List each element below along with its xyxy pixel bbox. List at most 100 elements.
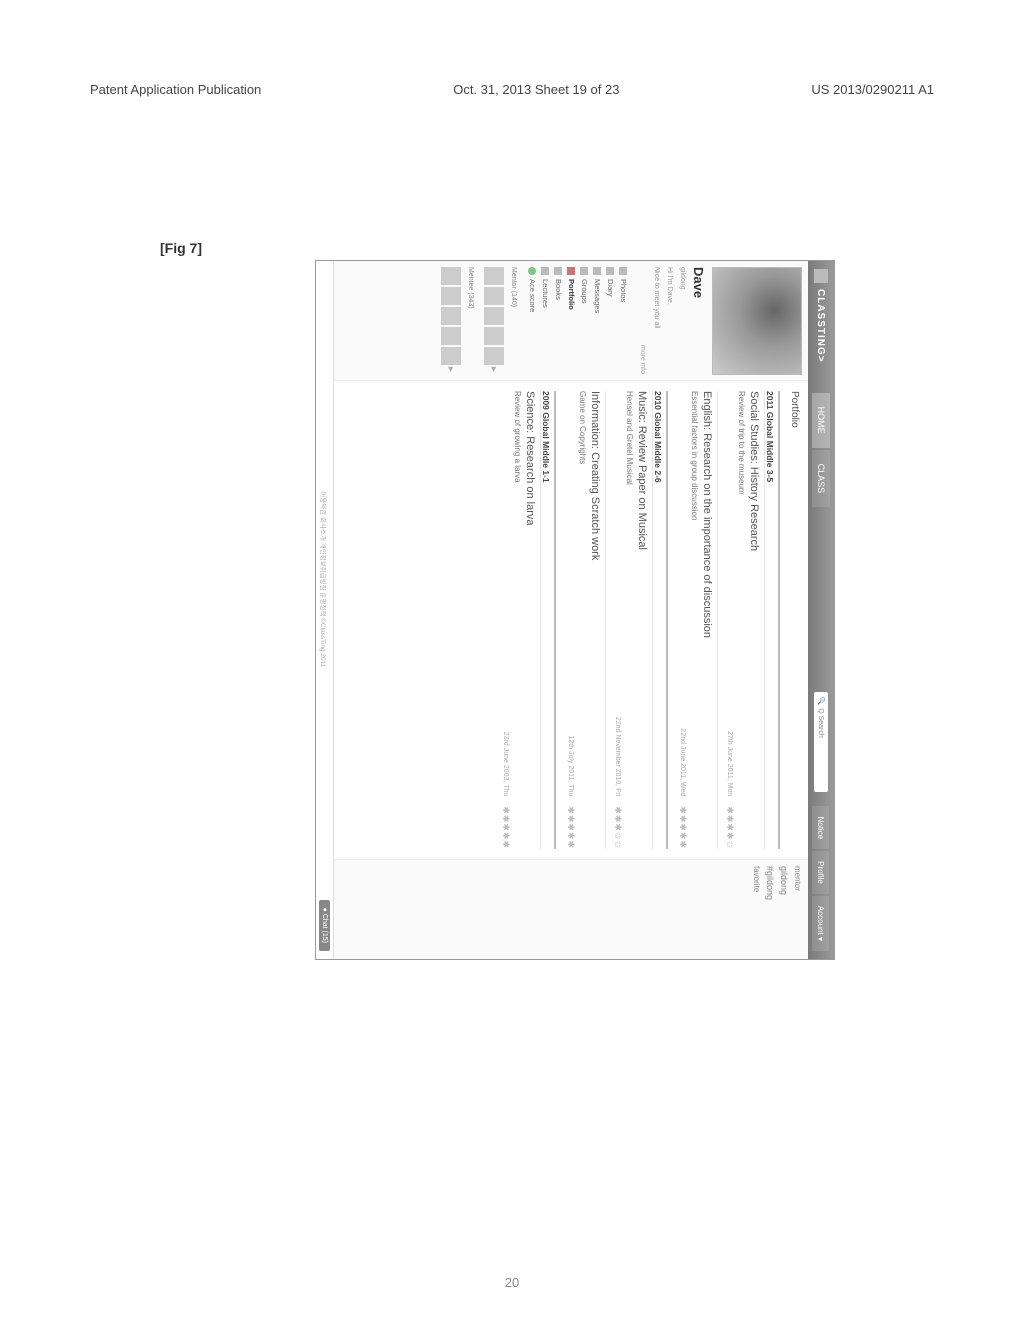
lectures-icon: [541, 267, 549, 275]
topbar: CLASSTING> HOME CLASS 🔍 Q Search Notice …: [808, 261, 834, 959]
grade-header: 2010 Global Middle 2-6: [653, 391, 668, 849]
mentee-thumb[interactable]: [441, 267, 461, 285]
tab-profile[interactable]: Profile: [813, 851, 830, 894]
portfolio-entry[interactable]: Social Studies: History ResearchReview o…: [718, 391, 765, 849]
search-icon: 🔍: [817, 696, 825, 705]
sidebar-item-books[interactable]: Books: [553, 267, 564, 374]
tab-home[interactable]: HOME: [812, 393, 830, 448]
tab-class[interactable]: CLASS: [812, 450, 830, 508]
tab-account[interactable]: Account ▾: [813, 896, 830, 951]
entry-subtitle: Game on Copyrights: [578, 391, 587, 849]
right-tabs: Notice Profile Account ▾: [813, 806, 830, 951]
photos-icon: [619, 267, 627, 275]
footer-links: 이용약관 회사소개 개인정보취급방침 운영정책 ©ClassTing 2011: [320, 491, 330, 667]
sidebar-item-messages[interactable]: Messages: [592, 267, 603, 374]
entry-subtitle: Review of growing a larva: [513, 391, 522, 849]
mentee-thumb[interactable]: [441, 287, 461, 305]
footer: 이용약관 회사소개 개인정보취급방침 운영정책 ©ClassTing 2011 …: [316, 261, 334, 959]
sidebar-item-portfolio[interactable]: Portfolio: [566, 267, 577, 374]
mentor-more[interactable]: ▸: [484, 367, 504, 374]
right-mentor[interactable]: mentor: [793, 866, 802, 953]
user-bio2: Nice to meet you all: [652, 267, 661, 374]
star-rating[interactable]: ✱✱✱✱✩: [724, 806, 735, 849]
grade-header: 2011 Global Middle 3-5: [765, 391, 780, 849]
mentee-thumb[interactable]: [441, 327, 461, 345]
entry-date: 12th July 2011, Thu: [567, 735, 574, 796]
mentor-thumb[interactable]: [484, 267, 504, 285]
figure-label: [Fig 7]: [160, 240, 202, 256]
sidebar-item-label: Books: [554, 279, 563, 300]
entry-meta: 12th July 2011, Thu ✱✱✱✱✱: [565, 391, 576, 849]
entry-title: English: Research on the importance of d…: [701, 391, 713, 849]
entry-title: Music: Review Paper on Musical: [636, 391, 648, 849]
section-title: Portfolio: [789, 391, 800, 849]
books-icon: [554, 267, 562, 275]
search-placeholder: Q Search: [818, 708, 825, 738]
entry-title: Social Studies: History Research: [748, 391, 760, 849]
nav-tabs: HOME CLASS: [812, 393, 830, 508]
entry-meta: 27th June 2011, Mon ✱✱✱✱✩: [724, 391, 735, 849]
entry-title: Information: Creating Scratch work: [589, 391, 601, 849]
portfolio-entry[interactable]: English: Research on the importance of d…: [671, 391, 718, 849]
pub-center: Oct. 31, 2013 Sheet 19 of 23: [453, 82, 619, 97]
entry-subtitle: Essential factors in group discussion: [690, 391, 699, 849]
sidebar-item-ace-score[interactable]: Ace score: [527, 267, 538, 374]
mentor-thumb[interactable]: [484, 287, 504, 305]
star-rating[interactable]: ✱✱✱✱✱: [500, 806, 511, 849]
tab-notice[interactable]: Notice: [813, 806, 830, 849]
sidebar-item-lectures[interactable]: Lectures: [540, 267, 551, 374]
diary-icon: [606, 267, 614, 275]
mentee-thumb[interactable]: [441, 307, 461, 325]
portfolio-icon: [567, 267, 575, 275]
mentee-thumb[interactable]: [441, 347, 461, 365]
sidebar-item-label: Photos: [619, 279, 628, 302]
logo-icon: [814, 269, 828, 283]
main-content: Portfolio 2011 Global Middle 3-5Social S…: [334, 381, 808, 859]
entry-date: 27th June 2011, Mon: [726, 731, 733, 796]
right-l1[interactable]: gildong: [779, 866, 789, 953]
entry-subtitle: Hensel and Gretel Musical: [625, 391, 634, 849]
sidebar-menu: Photos DiaryMessagesGroupsPortfolioBooksL…: [527, 267, 629, 374]
sidebar-item-photos[interactable]: Photos: [618, 267, 629, 374]
pub-left: Patent Application Publication: [90, 82, 261, 97]
entry-date: 23rd June 2003, Thu: [502, 732, 509, 796]
search-input[interactable]: 🔍 Q Search: [814, 692, 828, 792]
star-rating[interactable]: ✱✱✱✱✱: [565, 806, 576, 849]
mentee-label: Mentee (343): [467, 267, 474, 374]
pub-right: US 2013/0290211 A1: [811, 82, 934, 97]
entry-meta: 22nd June 2011, Wed✱✱✱✱✱: [677, 391, 688, 849]
star-rating[interactable]: ✱✱✱✱✱: [677, 806, 688, 849]
brand[interactable]: CLASSTING>: [816, 289, 827, 363]
mentor-thumbs: ▸: [484, 267, 504, 374]
right-sidebar: mentor gildong #gildong favorite: [334, 859, 808, 959]
mentee-thumbs: ▸: [441, 267, 461, 374]
sidebar-item-label: Diary: [606, 279, 615, 297]
right-favorite[interactable]: favorite: [752, 866, 761, 953]
mentor-thumb[interactable]: [484, 327, 504, 345]
right-l2[interactable]: #gildong: [765, 866, 775, 953]
portfolio-entry[interactable]: Science: Research on larvaReview of grow…: [494, 391, 541, 849]
page-number: 20: [0, 1275, 1024, 1290]
entry-subtitle: Review of trip to the museum: [737, 391, 746, 849]
entry-title: Science: Research on larva: [524, 391, 536, 849]
sidebar-item-label: Ace score: [528, 279, 537, 312]
avatar[interactable]: [712, 267, 802, 375]
mentee-more[interactable]: ▸: [441, 367, 461, 374]
chat-button[interactable]: ● Chat (15): [319, 900, 330, 951]
grade-header: 2009 Global Middle 1-1: [541, 391, 556, 849]
sidebar-item-groups[interactable]: Groups: [579, 267, 590, 374]
user-handle: gildong: [678, 267, 687, 374]
portfolio-entry[interactable]: Music: Review Paper on MusicalHensel and…: [606, 391, 653, 849]
sidebar-item-label: Groups: [580, 279, 589, 304]
entry-meta: 22nd November 2010, Fri ✱✱✱✩✩: [612, 391, 623, 849]
portfolio-entry[interactable]: Information: Creating Scratch workGame o…: [559, 391, 606, 849]
mentor-thumb[interactable]: [484, 347, 504, 365]
mentor-thumb[interactable]: [484, 307, 504, 325]
entry-meta: 23rd June 2003, Thu ✱✱✱✱✱: [500, 391, 511, 849]
user-bio1: Hi I'm Dave.: [665, 267, 674, 374]
sidebar-item-diary[interactable]: Diary: [605, 267, 616, 374]
star-rating[interactable]: ✱✱✱✩✩: [612, 806, 623, 849]
more-info-link[interactable]: more info: [639, 267, 646, 374]
left-sidebar: Dave gildong Hi I'm Dave. Nice to meet y…: [334, 261, 808, 381]
entry-date: 22nd November 2010, Fri: [614, 717, 621, 796]
